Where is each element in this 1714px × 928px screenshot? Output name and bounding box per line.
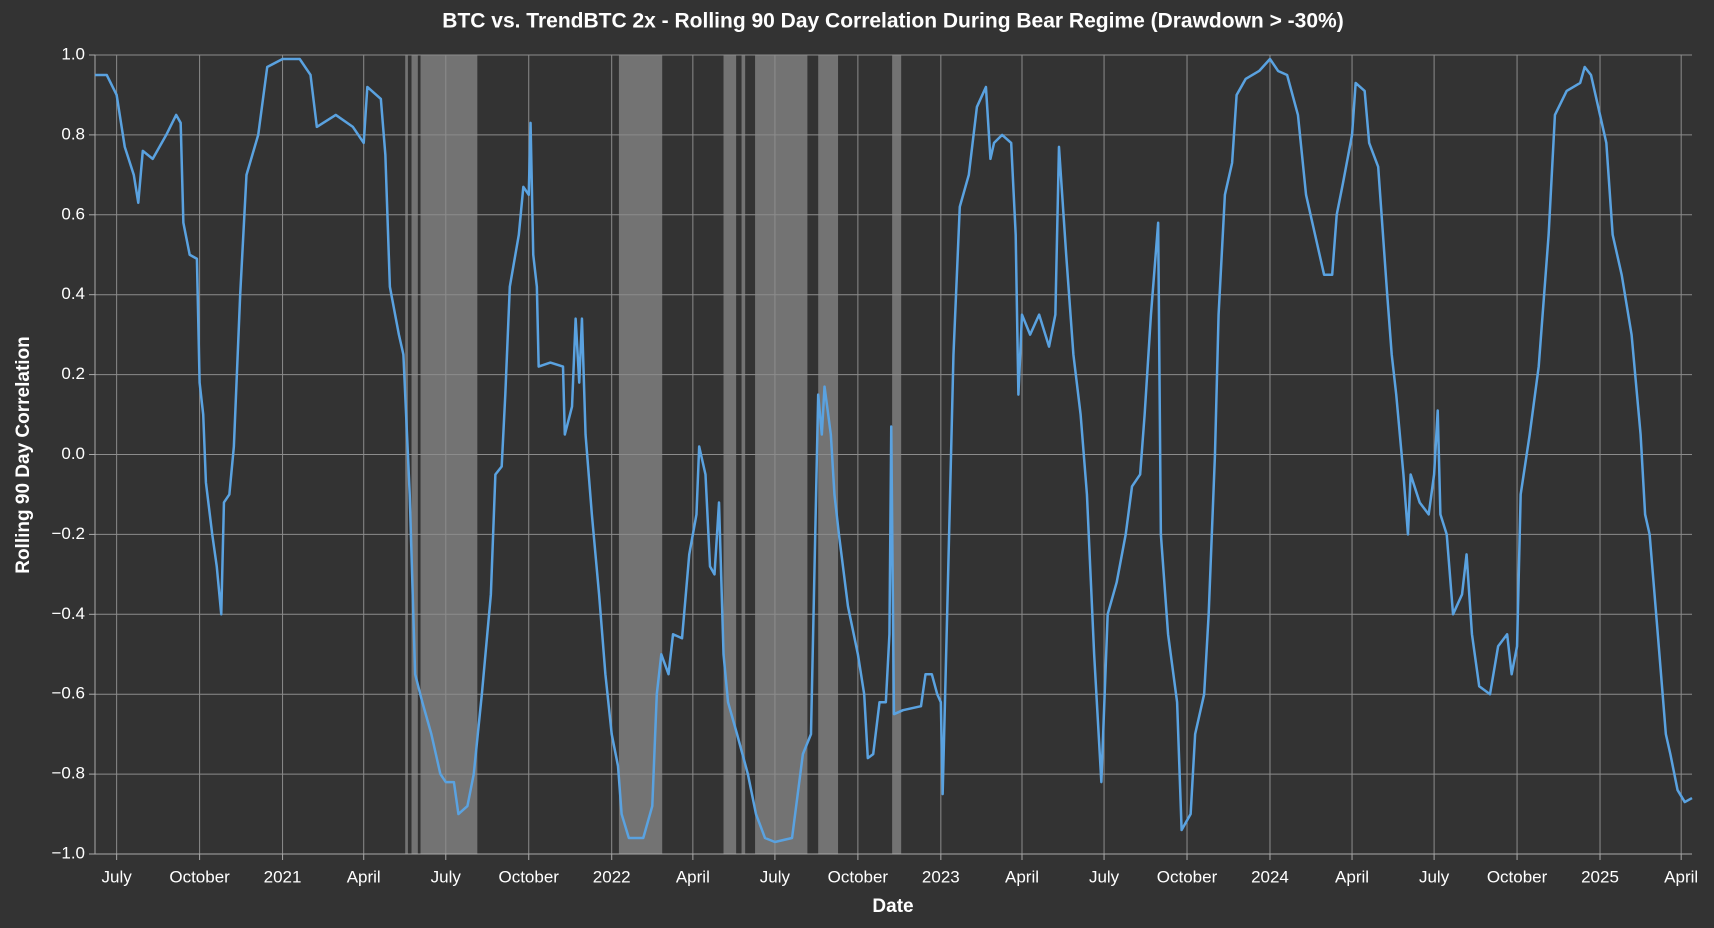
y-tick-label: −0.8	[51, 764, 85, 783]
x-tick-label: April	[676, 867, 710, 886]
x-tick-label: April	[347, 867, 381, 886]
x-tick-label: 2021	[264, 867, 302, 886]
y-tick-label: 0.2	[61, 364, 85, 383]
x-tick-label: 2022	[593, 867, 631, 886]
x-tick-label: October	[828, 867, 889, 886]
correlation-line	[95, 57, 1693, 844]
y-tick-label: −0.2	[51, 524, 85, 543]
chart-title: BTC vs. TrendBTC 2x - Rolling 90 Day Cor…	[442, 10, 1343, 33]
y-tick-label: 0.4	[61, 284, 85, 303]
x-tick-label: July	[1419, 867, 1450, 886]
y-tick-label: 1.0	[61, 44, 85, 63]
y-tick-label: 0.8	[61, 124, 85, 143]
x-tick-label: October	[1487, 867, 1548, 886]
x-tick-label: October	[1157, 867, 1218, 886]
x-tick-label: October	[169, 867, 230, 886]
x-tick-label: 2025	[1581, 867, 1619, 886]
y-tick-label: −1.0	[51, 843, 85, 862]
x-tick-label: July	[760, 867, 791, 886]
y-tick-label: 0.6	[61, 204, 85, 223]
x-tick-label: July	[431, 867, 462, 886]
x-tick-label: 2024	[1251, 867, 1289, 886]
x-tick-label: October	[498, 867, 559, 886]
y-tick-label: −0.6	[51, 684, 85, 703]
x-tick-label: 2023	[922, 867, 960, 886]
x-tick-label: July	[1089, 867, 1120, 886]
x-axis-label: Date	[872, 896, 913, 917]
y-tick-label: −0.4	[51, 604, 85, 623]
x-tick-label: April	[1005, 867, 1039, 886]
x-tick-label: April	[1335, 867, 1369, 886]
y-tick-label: 0.0	[61, 444, 85, 463]
x-tick-label: July	[102, 867, 133, 886]
y-axis-label: Rolling 90 Day Correlation	[13, 336, 34, 574]
x-tick-label: April	[1664, 867, 1698, 886]
